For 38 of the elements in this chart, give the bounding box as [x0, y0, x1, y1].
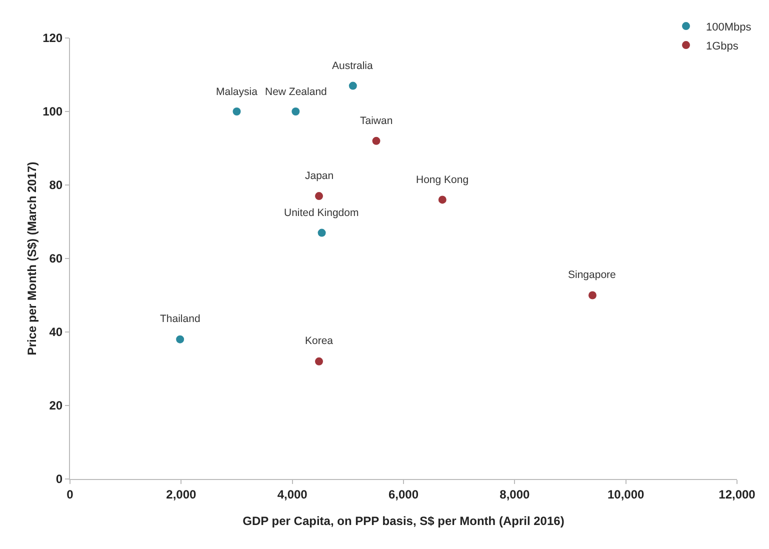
x-tick-label: 4,000: [277, 487, 308, 502]
y-tick-label: 100: [42, 104, 63, 119]
point: [372, 136, 380, 145]
point: [232, 108, 241, 116]
annotation: Australia: [332, 60, 374, 72]
annotation: United Kingdom: [284, 207, 359, 219]
y-tick-label: 60: [49, 252, 63, 266]
point: [438, 196, 446, 204]
annotation: Hong Kong: [416, 174, 469, 186]
y-tick-label: 40: [49, 325, 63, 340]
annotation: Malaysia: [216, 86, 258, 98]
annotation: Japan: [305, 170, 334, 182]
point: [315, 192, 324, 200]
annotation: Taiwan: [360, 115, 393, 127]
x-tick-label: 0: [66, 487, 74, 502]
y-tick-label: 20: [49, 398, 63, 413]
legend-label: 1Gbps: [706, 40, 739, 52]
point: [176, 335, 184, 344]
point: [315, 357, 324, 366]
y-tick-label: 0: [56, 472, 63, 486]
annotation: New Zealand: [265, 86, 328, 98]
legend-label: 100Mbps: [706, 21, 752, 34]
y-tick-label: 80: [49, 178, 63, 192]
point: [348, 82, 357, 90]
y-axis-title: Price per Month (S$) (March 2017): [25, 162, 39, 356]
x-tick-label: 6,000: [388, 487, 419, 502]
x-tick-label: 10,000: [607, 487, 645, 502]
x-tick-label: 12,000: [718, 487, 756, 502]
x-tick-label: 2,000: [166, 487, 197, 502]
annotation: Thailand: [160, 313, 200, 325]
x-axis-title: GDP per Capita, on PPP basis, S$ per Month (April 2016): [242, 514, 564, 528]
y-tick-label: 120: [42, 31, 63, 46]
point: [588, 291, 596, 300]
point: [318, 228, 326, 237]
annotation: Singapore: [568, 269, 616, 281]
point: [292, 108, 300, 116]
x-tick-label: 8,000: [500, 487, 530, 502]
annotation: Korea: [305, 335, 334, 347]
